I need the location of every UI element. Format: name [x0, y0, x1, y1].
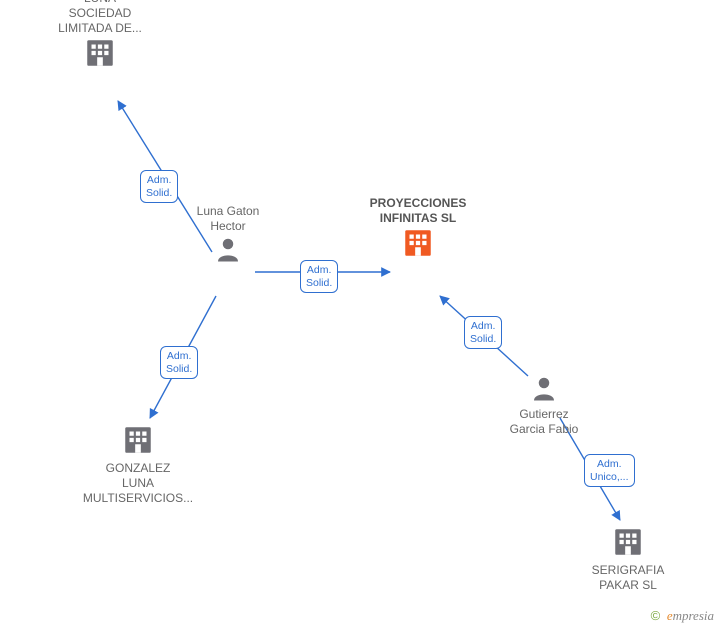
node-label-line: Gutierrez — [479, 407, 609, 422]
copyright-symbol: © — [651, 608, 661, 623]
person-icon — [529, 373, 559, 407]
node-label-line: Garcia Fabio — [479, 422, 609, 437]
edge-label: Adm. Unico,... — [584, 454, 635, 487]
node-luna_soc[interactable]: LUNASOCIEDADLIMITADA DE... — [35, 0, 165, 74]
node-serigrafia[interactable]: SERIGRAFIAPAKAR SL — [563, 525, 693, 593]
node-luna_gaton[interactable]: Luna GatonHector — [163, 204, 293, 268]
diagram-canvas: LUNASOCIEDADLIMITADA DE... Luna GatonHec… — [0, 0, 728, 630]
node-label-line: PROYECCIONES — [353, 196, 483, 211]
edge-label: Adm. Solid. — [140, 170, 178, 203]
building-icon — [121, 423, 155, 461]
node-label-line: SERIGRAFIA — [563, 563, 693, 578]
building-icon — [611, 525, 645, 563]
person-icon — [213, 234, 243, 268]
watermark: © empresia — [651, 608, 714, 624]
node-label-line: PAKAR SL — [563, 578, 693, 593]
node-gonzalez[interactable]: GONZALEZLUNAMULTISERVICIOS... — [73, 423, 203, 506]
edge-label: Adm. Solid. — [160, 346, 198, 379]
node-label-line: GONZALEZ — [73, 461, 203, 476]
node-label-line: Hector — [163, 219, 293, 234]
edge-label: Adm. Solid. — [300, 260, 338, 293]
node-label-line: MULTISERVICIOS... — [73, 491, 203, 506]
node-label-line: LUNA — [73, 476, 203, 491]
building-icon — [83, 36, 117, 74]
node-label-line: INFINITAS SL — [353, 211, 483, 226]
building-icon — [401, 226, 435, 264]
brand-rest: mpresia — [673, 608, 714, 623]
node-label-line: Luna Gaton — [163, 204, 293, 219]
node-proyecciones[interactable]: PROYECCIONESINFINITAS SL — [353, 196, 483, 264]
node-label-line: LIMITADA DE... — [35, 21, 165, 36]
node-gutierrez[interactable]: GutierrezGarcia Fabio — [479, 373, 609, 437]
edge-label: Adm. Solid. — [464, 316, 502, 349]
node-label-line: SOCIEDAD — [35, 6, 165, 21]
